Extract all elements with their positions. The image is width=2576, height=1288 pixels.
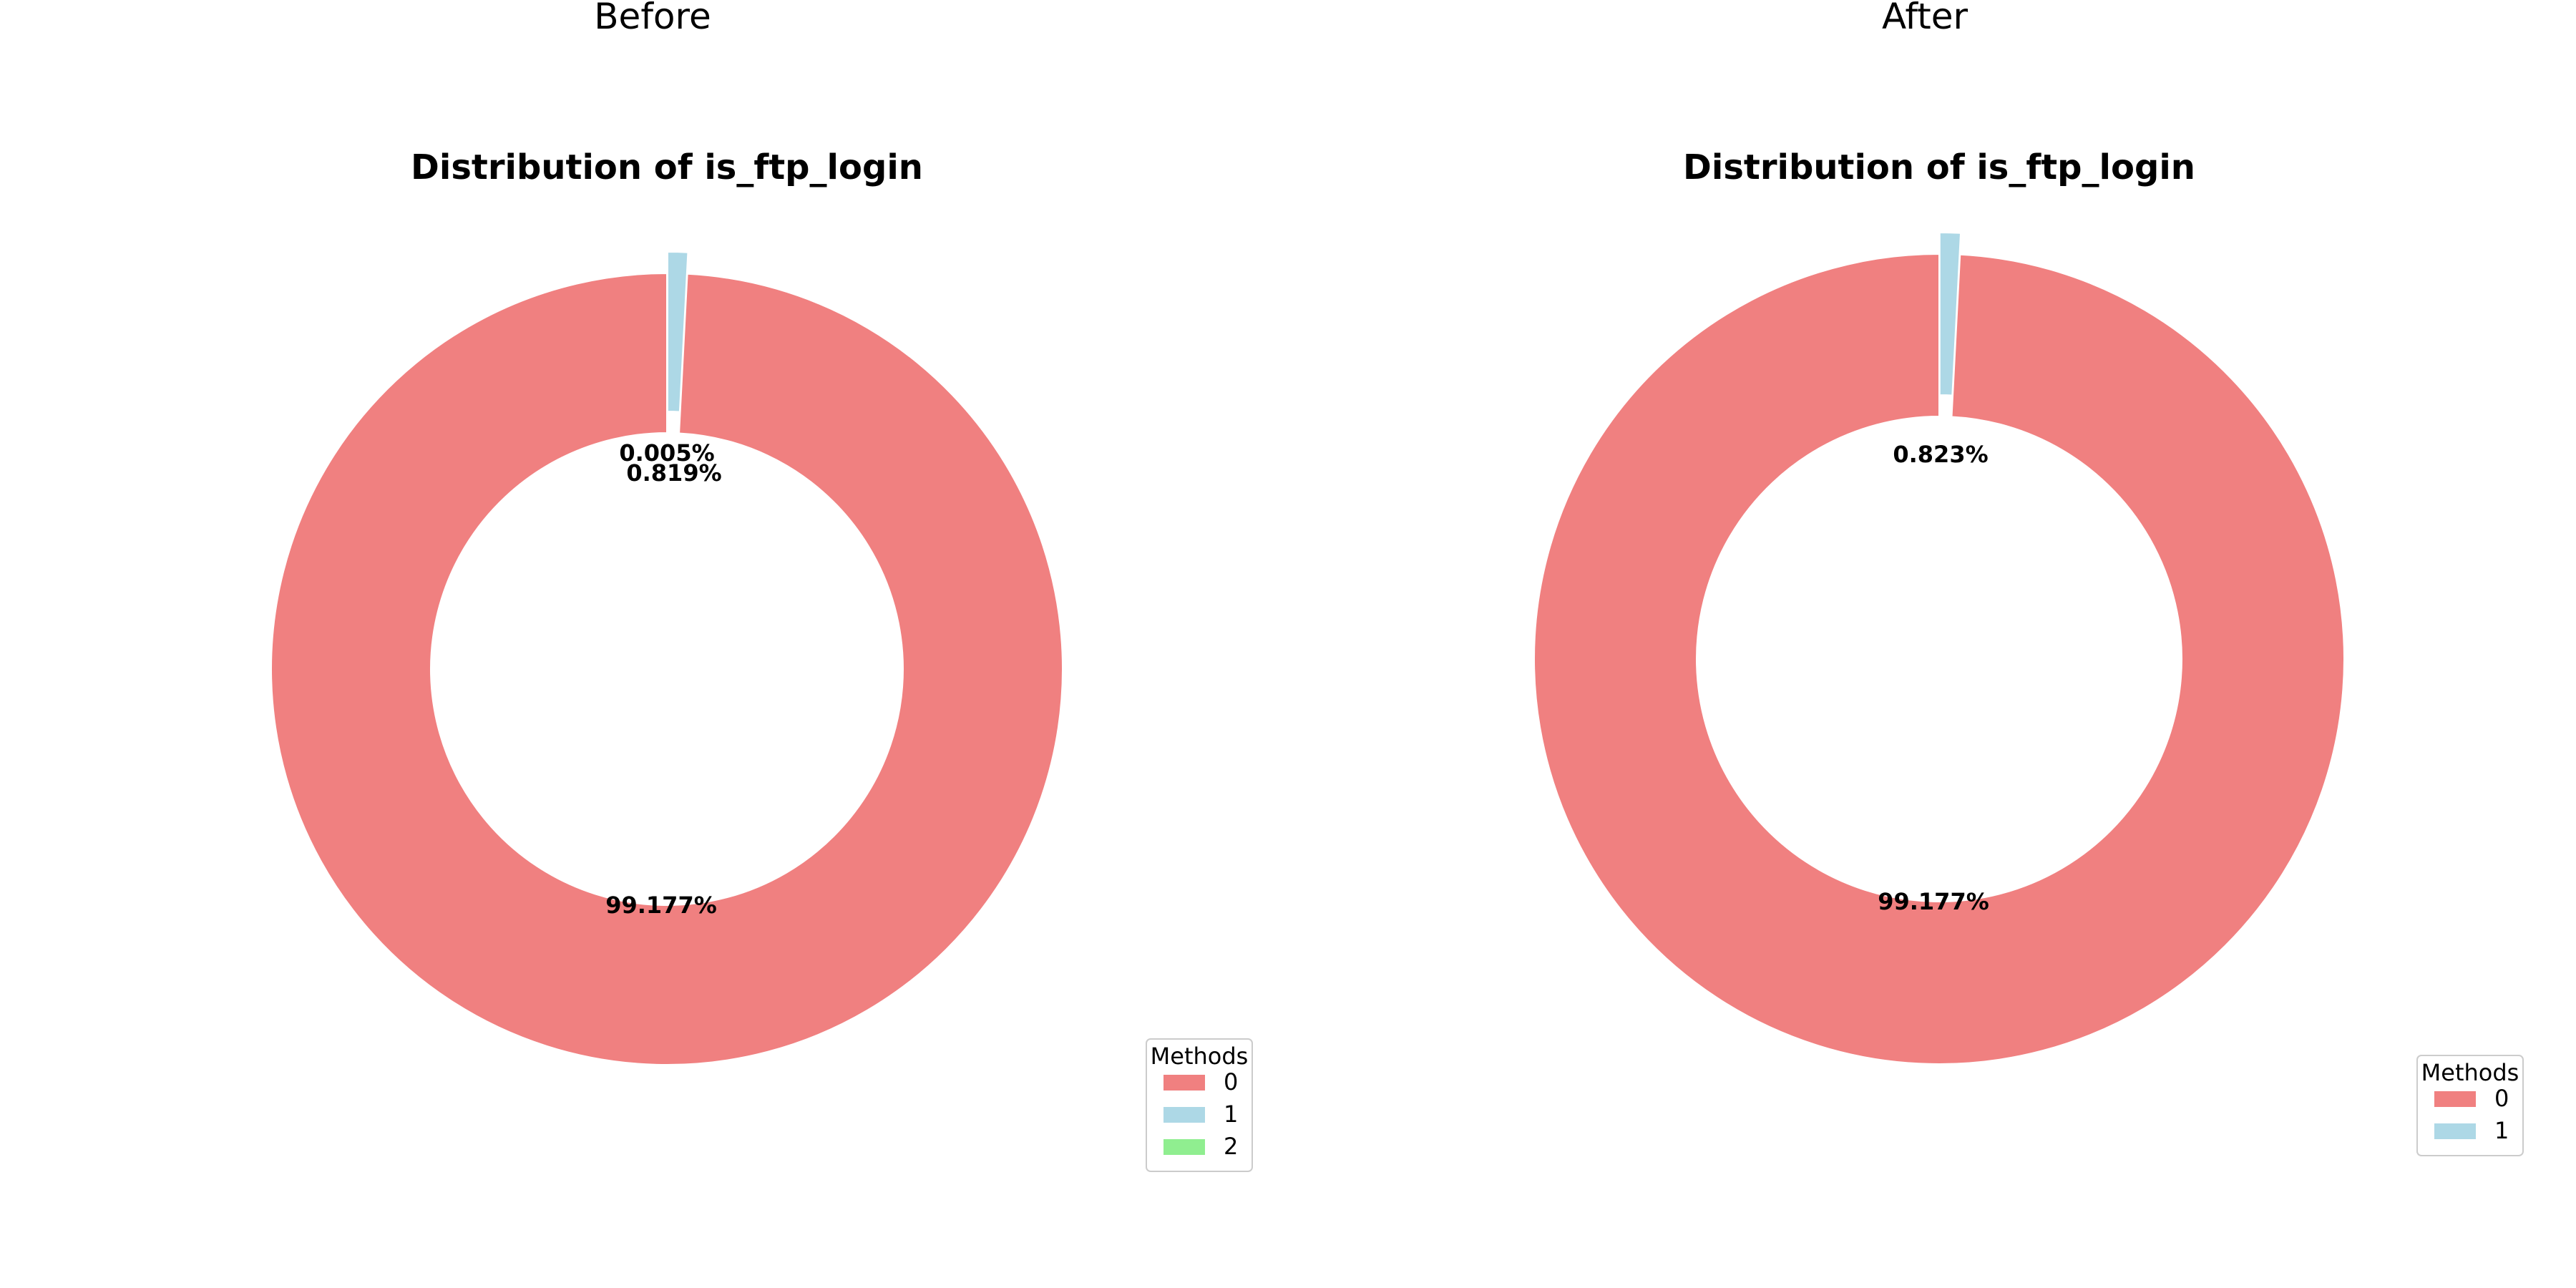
legend-after: Methods 0 1 bbox=[2416, 1055, 2524, 1156]
pie-before bbox=[270, 250, 1063, 1065]
before-panel: Before Distribution of is_ftp_login 99.1… bbox=[270, 0, 1253, 1172]
pie-slice-0 bbox=[270, 272, 1063, 1065]
pie-slice-1 bbox=[1938, 232, 1962, 396]
legend-swatch-2 bbox=[1163, 1139, 1205, 1155]
slice-labels-after: 99.177% 0.823% bbox=[1878, 441, 1989, 915]
pie-slice-0 bbox=[1533, 253, 2345, 1065]
slice-label-0: 99.177% bbox=[605, 892, 717, 919]
chart-title-before: Distribution of is_ftp_login bbox=[411, 147, 923, 187]
legend-label-2: 2 bbox=[1224, 1133, 1238, 1160]
legend-label-1: 1 bbox=[1224, 1101, 1238, 1128]
legend-swatch-0 bbox=[1163, 1075, 1205, 1091]
legend-label-1: 1 bbox=[2494, 1117, 2509, 1144]
legend-label-0: 0 bbox=[2494, 1085, 2509, 1112]
slice-label-2: 0.005% bbox=[619, 439, 714, 467]
legend-box bbox=[1146, 1038, 1253, 1172]
panel-title-after: After bbox=[1882, 0, 1968, 37]
chart-title-after: Distribution of is_ftp_login bbox=[1683, 147, 2195, 187]
legend-swatch-0 bbox=[2434, 1091, 2476, 1107]
legend-label-0: 0 bbox=[1224, 1068, 1238, 1096]
after-panel: After Distribution of is_ftp_login 99.17… bbox=[1533, 0, 2524, 1156]
legend-swatch-1 bbox=[2434, 1123, 2476, 1139]
legend-title: Methods bbox=[1151, 1043, 1249, 1070]
slice-labels-before: 99.177% 0.819%0.005% bbox=[605, 439, 721, 919]
legend-before: Methods 0 1 2 bbox=[1146, 1038, 1253, 1172]
slice-label-0: 99.177% bbox=[1878, 888, 1989, 915]
slice-label-1: 0.819% bbox=[626, 459, 721, 487]
panel-title-before: Before bbox=[594, 0, 711, 37]
legend-title: Methods bbox=[2421, 1059, 2519, 1086]
legend-swatch-1 bbox=[1163, 1107, 1205, 1123]
slice-label-1: 0.823% bbox=[1893, 441, 1988, 468]
pie-after bbox=[1533, 232, 2345, 1065]
